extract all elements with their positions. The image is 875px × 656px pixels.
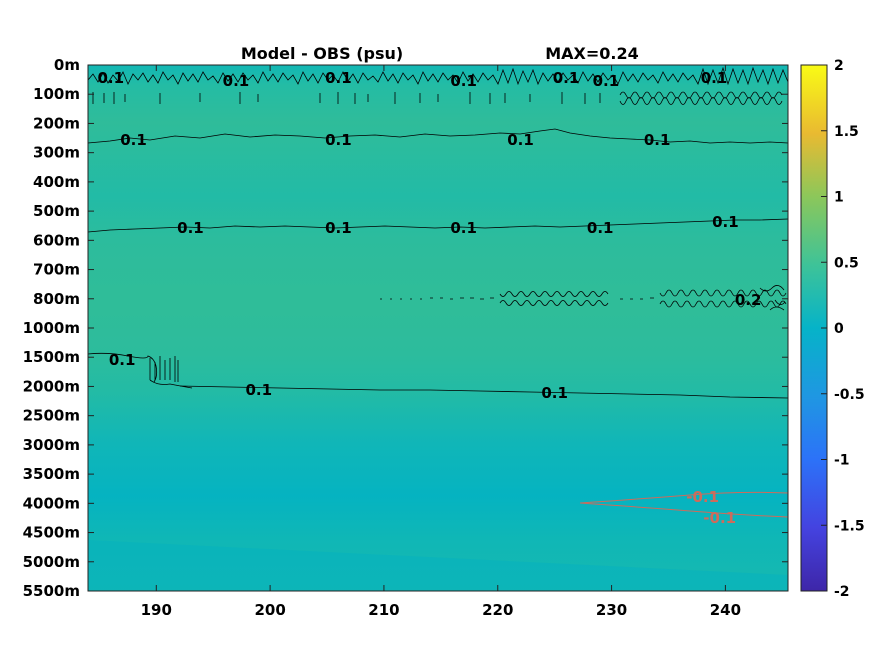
y-tick-label: 1500m [23, 348, 80, 366]
contour-label: -0.1 [703, 509, 736, 527]
contour-label: 0.1 [177, 219, 204, 237]
deep-shading [88, 540, 788, 591]
y-tick-label: 400m [33, 173, 80, 191]
contour-label: 0.1 [541, 384, 568, 402]
contour-label: 0.1 [325, 219, 352, 237]
y-tick-label: 100m [33, 85, 80, 103]
contour-0.1-surface [88, 66, 788, 86]
colorbar-tick-label: -1.5 [834, 518, 865, 534]
contour-label: 0.2 [735, 291, 762, 309]
colorbar-tick-label: -1 [834, 453, 850, 469]
colorbar-tick-label: 1.5 [834, 124, 859, 140]
contour-label: 0.1 [553, 69, 580, 87]
contour-label: 0.1 [450, 219, 477, 237]
x-tick-label: 190 [141, 601, 172, 619]
contour-label: 0.1 [325, 69, 352, 87]
colorbar-tick-label: 0 [834, 321, 844, 337]
colorbar-tick-label: -0.5 [834, 387, 865, 403]
y-tick-label: 0m [54, 56, 80, 74]
contour-label: 0.1 [507, 131, 534, 149]
contour-label: 0.1 [109, 351, 136, 369]
contour-neg-0.1 [579, 491, 788, 518]
colorbar-tick-label: -2 [834, 584, 850, 600]
x-tick-label: 240 [710, 601, 741, 619]
contour-label: 0.1 [593, 72, 620, 90]
plot-background [88, 65, 788, 591]
y-tick-label: 2000m [23, 377, 80, 395]
y-tick-label: 5000m [23, 553, 80, 571]
y-tick-label: 2500m [23, 407, 80, 425]
contour-label: 0.1 [325, 131, 352, 149]
colorbar-tick-label: 1 [834, 190, 844, 206]
y-tick-label: 3000m [23, 436, 80, 454]
contour-labels: 0.1 0.1 0.1 0.1 0.1 0.1 0.1 0.1 0.1 0.1 0.1 0.1 0.1 0… [97, 69, 761, 527]
y-tick-label: 200m [33, 114, 80, 132]
contour-label: 0.1 [223, 72, 250, 90]
y-tick-label: 3500m [23, 465, 80, 483]
y-tick-label: 300m [33, 144, 80, 162]
colorbar: 2 1.5 1 0.5 0 -0.5 -1 -1.5 -2 [800, 58, 865, 600]
y-axis: 0m 100m 200m 300m 400m 500m 600m 700m 800m 1000m 1… [23, 56, 788, 600]
mid-band [88, 265, 788, 330]
contour-label: 0.1 [120, 131, 147, 149]
x-axis: 190 200 210 220 230 240 [141, 65, 741, 619]
contour-label: 0.1 [701, 69, 728, 87]
contour-label: 0.1 [644, 131, 671, 149]
y-tick-label: 700m [33, 261, 80, 279]
x-tick-label: 200 [254, 601, 285, 619]
y-tick-label: 4000m [23, 494, 80, 512]
x-tick-label: 230 [596, 601, 627, 619]
chart-title: Model - OBS (psu) [241, 44, 403, 63]
contour-0.1-250m [88, 128, 788, 144]
y-tick-label: 600m [33, 231, 80, 249]
contour-label: 0.1 [245, 381, 272, 399]
y-tick-label: 5500m [23, 582, 80, 600]
contour-speckle-100m [92, 91, 783, 105]
y-tick-label: 500m [33, 202, 80, 220]
contour-0.1-deep [88, 352, 788, 399]
contour-label: -0.1 [686, 488, 719, 506]
contour-label: 0.1 [587, 219, 614, 237]
colorbar-tick-label: 0.5 [834, 255, 859, 271]
y-tick-label: 1000m [23, 319, 80, 337]
y-tick-label: 4500m [23, 524, 80, 542]
contour-label: 0.1 [450, 72, 477, 90]
plot-area: 0.1 0.1 0.1 0.1 0.1 0.1 0.1 0.1 0.1 0.1 0.1 0.1 0.1 0… [87, 64, 789, 592]
y-tick-label: 800m [33, 290, 80, 308]
x-tick-label: 210 [368, 601, 399, 619]
contour-0.1-570m [88, 218, 788, 233]
colorbar-tick-label: 2 [834, 58, 844, 74]
colorbar-ticks: 2 1.5 1 0.5 0 -0.5 -1 -1.5 -2 [821, 58, 865, 600]
chart-max-label: MAX=0.24 [545, 44, 639, 63]
contour-speckle-800m [380, 285, 787, 311]
x-tick-label: 220 [482, 601, 513, 619]
contour-label: 0.1 [712, 213, 739, 231]
contour-label: 0.1 [97, 69, 124, 87]
